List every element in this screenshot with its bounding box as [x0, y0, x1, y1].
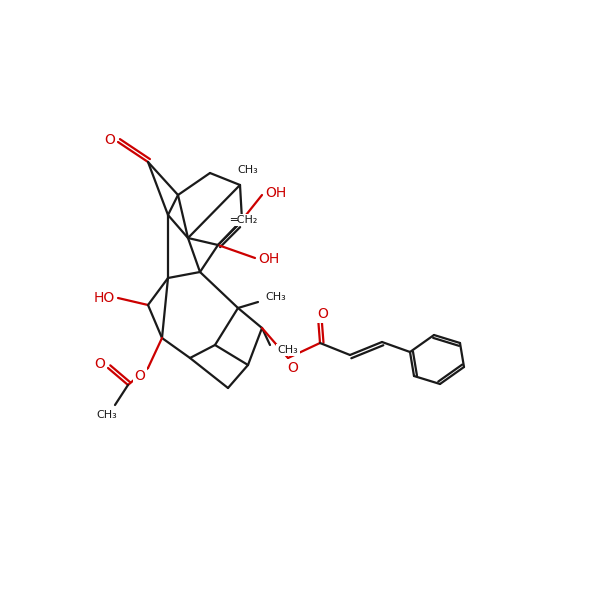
- Text: O: O: [95, 357, 106, 371]
- Text: HO: HO: [94, 291, 115, 305]
- Text: CH₃: CH₃: [278, 345, 298, 355]
- Text: O: O: [134, 369, 145, 383]
- Text: O: O: [104, 133, 115, 147]
- Text: OH: OH: [265, 186, 287, 200]
- Text: ═CH₂: ═CH₂: [230, 215, 257, 225]
- Text: CH₃: CH₃: [97, 410, 118, 420]
- Text: CH₃: CH₃: [266, 292, 286, 302]
- Text: O: O: [287, 361, 298, 375]
- Text: CH₃: CH₃: [238, 165, 259, 175]
- Text: OH: OH: [259, 252, 280, 266]
- Text: O: O: [317, 307, 328, 321]
